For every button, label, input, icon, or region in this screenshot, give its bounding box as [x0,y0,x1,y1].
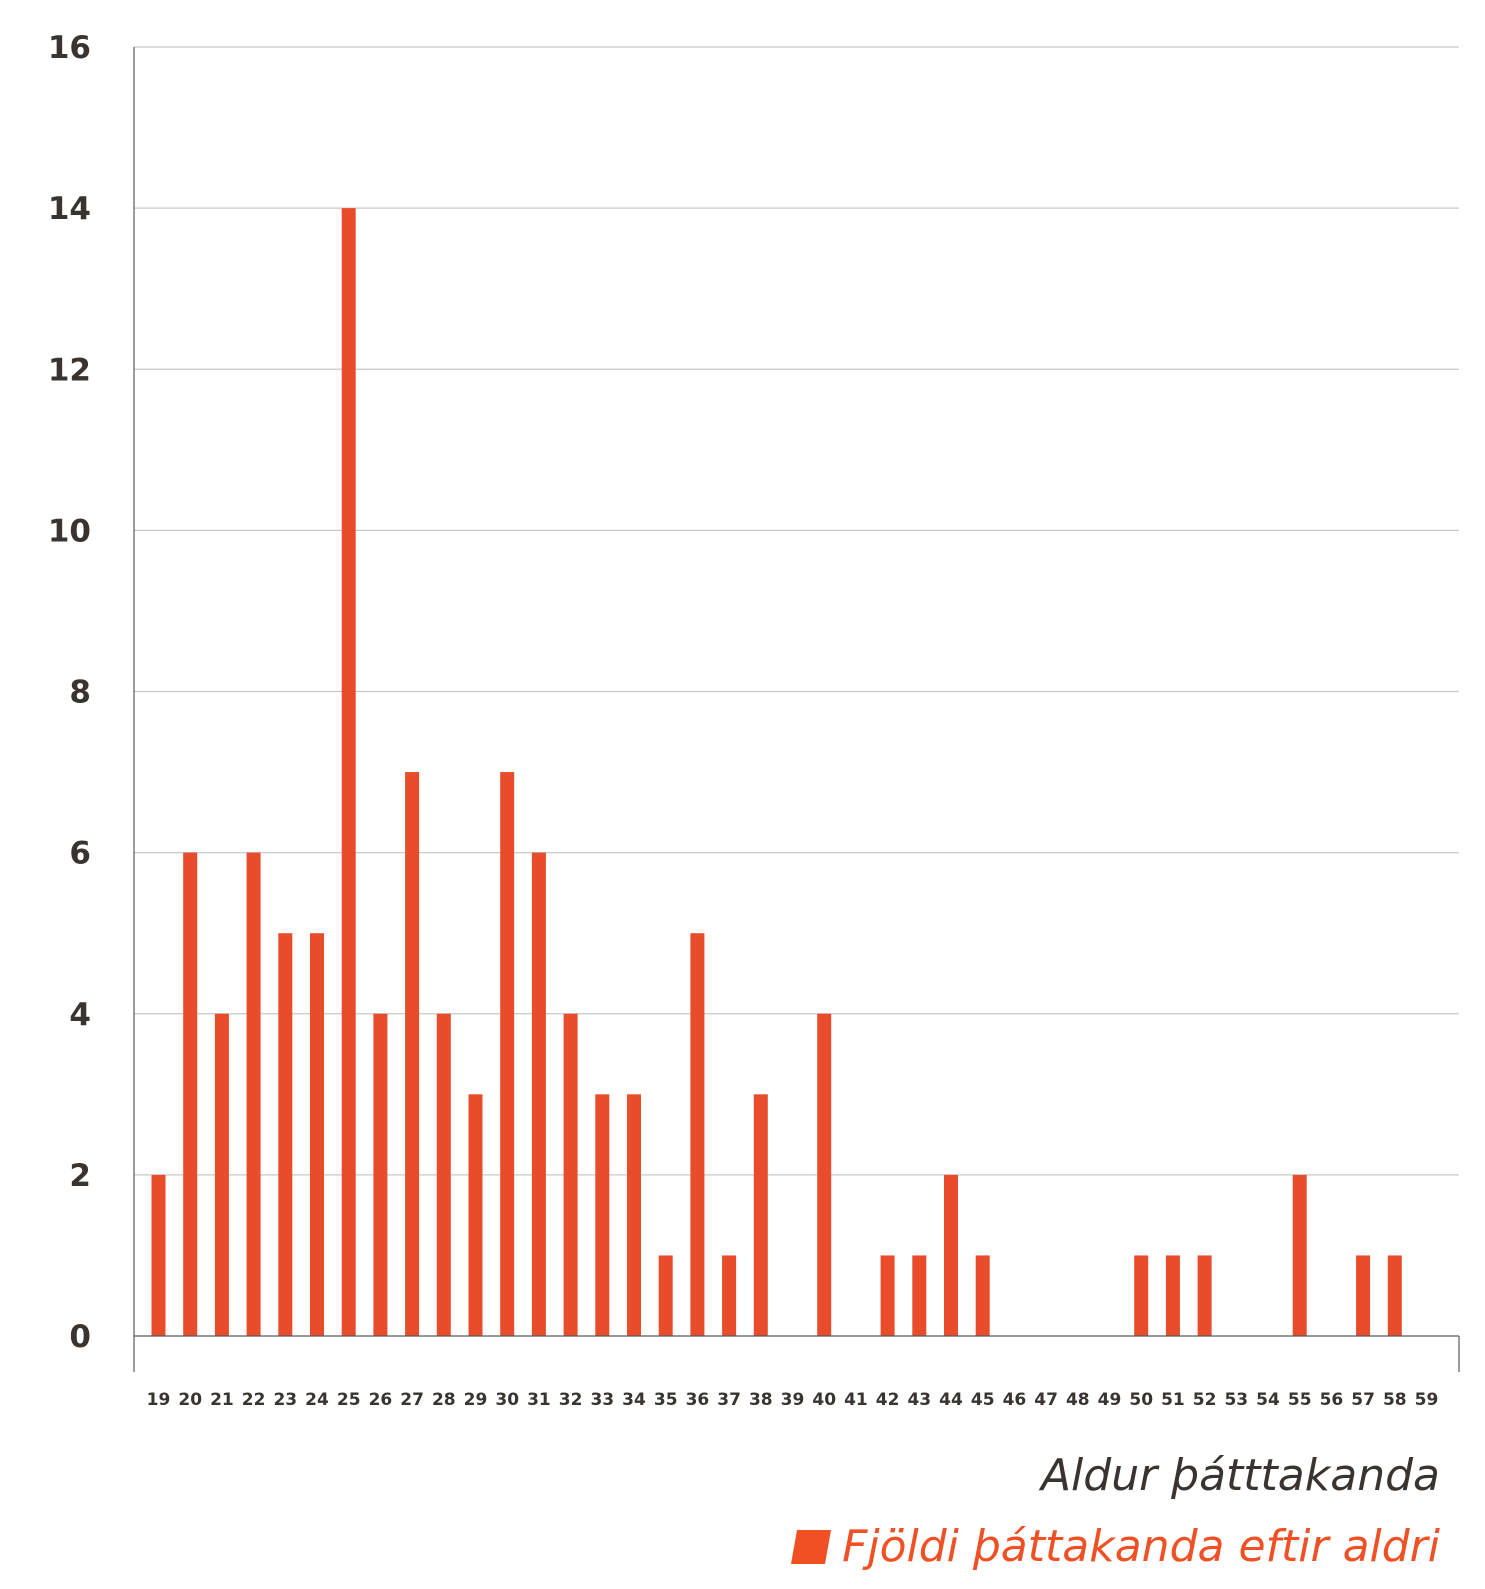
bar-28 [436,1013,451,1336]
x-tick-label-34: 34 [622,1390,646,1410]
bar-36 [690,933,705,1336]
bar-33 [595,1094,610,1336]
x-tick-label-52: 52 [1193,1390,1217,1410]
x-tick-label-42: 42 [876,1390,900,1410]
x-tick-label-46: 46 [1003,1390,1027,1410]
x-tick-label-39: 39 [781,1390,805,1410]
bar-38 [753,1094,768,1336]
x-tick-label-19: 19 [147,1390,171,1410]
x-tick-label-22: 22 [242,1390,266,1410]
x-tick-label-21: 21 [210,1390,234,1410]
bar-55 [1292,1174,1307,1336]
x-tick-label-25: 25 [337,1390,361,1410]
x-tick-label-54: 54 [1256,1390,1280,1410]
bar-24 [310,933,324,1336]
x-tick-label-37: 37 [717,1390,741,1410]
bar-21 [214,1013,229,1336]
x-tick-label-33: 33 [590,1390,614,1410]
x-tick-label-30: 30 [495,1390,519,1410]
x-tick-label-27: 27 [400,1390,424,1410]
bar-45 [975,1255,990,1336]
bar-29 [468,1094,483,1336]
y-tick-label-10: 10 [48,513,91,549]
x-tick-label-24: 24 [305,1390,329,1410]
y-tick-label-2: 2 [69,1158,91,1194]
bar-43 [912,1255,927,1336]
bar-42 [880,1255,895,1336]
x-tick-label-38: 38 [749,1390,773,1410]
bars [151,208,1402,1336]
bar-37 [722,1255,737,1336]
x-tick-label-48: 48 [1066,1390,1090,1410]
bar-20 [183,852,198,1336]
x-tick-label-55: 55 [1288,1390,1312,1410]
bar-35 [658,1255,673,1336]
y-tick-label-16: 16 [48,30,91,66]
x-tick-label-43: 43 [907,1390,931,1410]
x-tick-label-28: 28 [432,1390,456,1410]
y-tick-label-6: 6 [69,836,91,872]
x-tick-label-31: 31 [527,1390,551,1410]
x-tick-label-50: 50 [1129,1390,1153,1410]
x-tick-label-32: 32 [559,1390,583,1410]
bar-31 [531,852,546,1336]
y-tick-label-12: 12 [48,352,91,388]
bar-19 [151,1174,166,1336]
x-tick-label-35: 35 [654,1390,678,1410]
legend-swatch [791,1529,832,1564]
bar-23 [278,933,293,1336]
x-tick-label-41: 41 [844,1390,868,1410]
bar-57 [1356,1255,1371,1336]
x-tick-label-29: 29 [464,1390,488,1410]
bar-22 [246,852,261,1336]
x-tick-label-26: 26 [369,1390,393,1410]
x-tick-label-44: 44 [939,1390,963,1410]
x-axis-label: Aldur þátttakanda [1040,1450,1440,1501]
bar-34 [627,1094,641,1336]
bar-51 [1165,1255,1180,1336]
bar-27 [405,772,420,1336]
x-tick-label-53: 53 [1224,1390,1248,1410]
legend-label: Fjöldi þáttakanda eftir aldri [842,1521,1440,1572]
bar-32 [563,1013,578,1336]
bar-52 [1197,1255,1212,1336]
x-tick-label-20: 20 [178,1390,202,1410]
bar-50 [1134,1255,1149,1336]
x-tick-label-47: 47 [1034,1390,1058,1410]
x-tick-label-58: 58 [1383,1390,1407,1410]
bar-25 [341,208,356,1336]
y-tick-label-8: 8 [69,675,91,711]
x-tick-label-49: 49 [1098,1390,1122,1410]
x-tick-label-57: 57 [1351,1390,1375,1410]
y-tick-label-0: 0 [69,1319,91,1355]
y-tick-label-4: 4 [69,997,91,1033]
x-tick-label-36: 36 [686,1390,710,1410]
gridlines [134,46,1459,1176]
y-axis-ticks: 0 2 4 6 8 10 12 14 16 [48,30,91,1355]
legend: Fjöldi þáttakanda eftir aldri [791,1521,1440,1572]
x-tick-label-56: 56 [1320,1390,1344,1410]
bar-26 [373,1013,388,1336]
bar-44 [944,1174,958,1336]
x-tick-label-45: 45 [971,1390,995,1410]
bar-30 [500,772,515,1336]
y-tick-label-14: 14 [48,191,91,227]
x-axis-ticks: 19 20 21 22 23 24 25 26 27 28 29 30 31 32 33 34 35 36 37 38… [147,1390,1439,1410]
x-tick-label-51: 51 [1161,1390,1185,1410]
x-tick-label-23: 23 [273,1390,297,1410]
axis-lines [133,47,1460,1372]
x-tick-label-59: 59 [1415,1390,1439,1410]
x-tick-label-40: 40 [812,1390,836,1410]
bar-58 [1387,1255,1402,1336]
bar-40 [817,1013,832,1336]
